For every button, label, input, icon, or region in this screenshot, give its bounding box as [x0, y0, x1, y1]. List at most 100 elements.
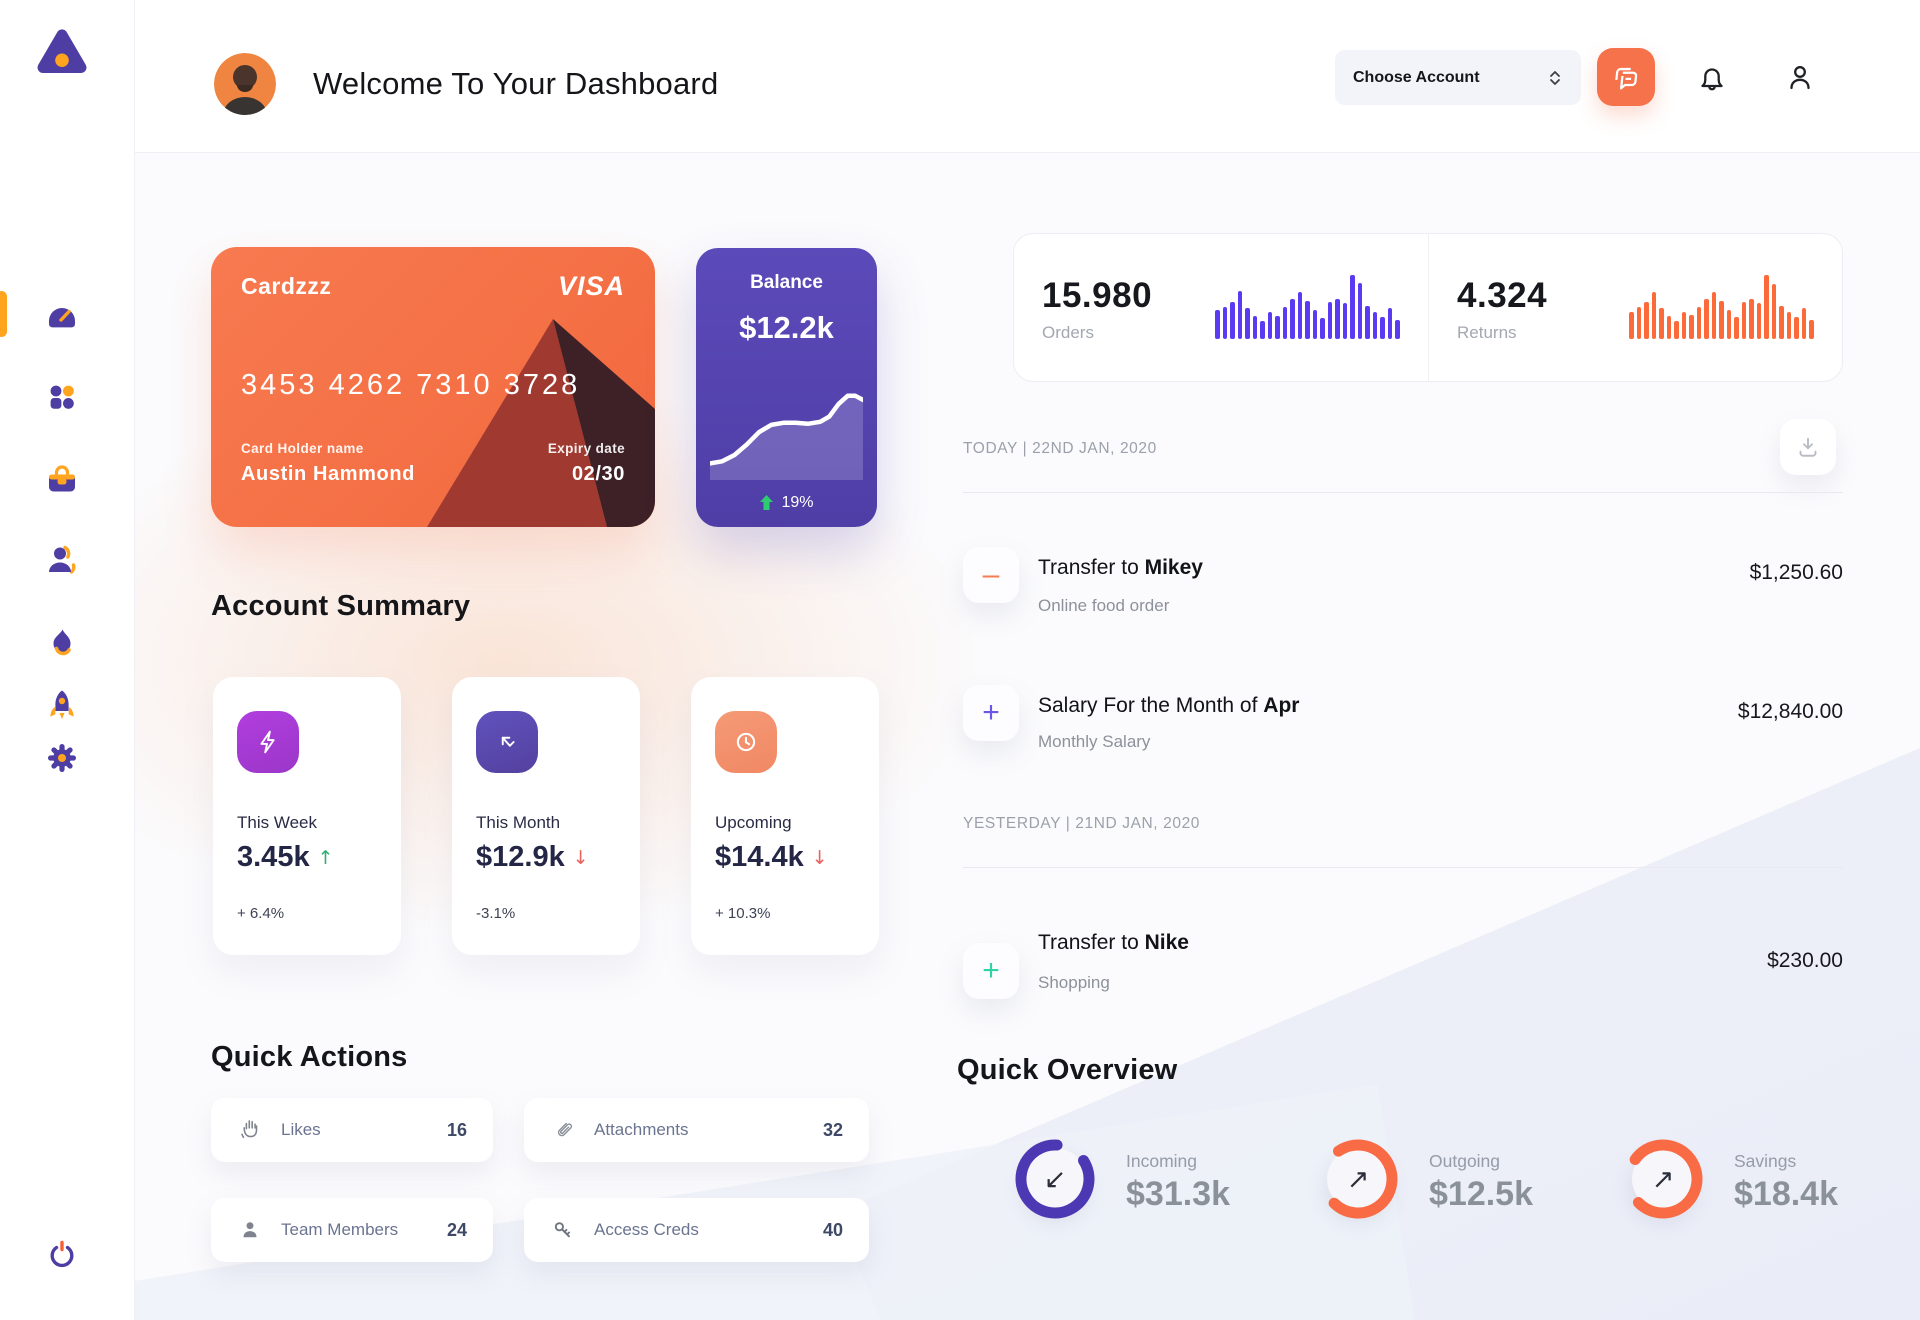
- chat-icon: [1615, 67, 1638, 90]
- lightning-icon: [237, 711, 299, 773]
- quick-action-count: 24: [446, 1219, 467, 1240]
- returns-bar-chart: [1629, 275, 1814, 339]
- returns-value: 4.324: [1457, 276, 1548, 315]
- arrow-down-left-icon: ↙: [1043, 1163, 1067, 1195]
- sidebar-item-activity[interactable]: [44, 625, 80, 661]
- person-icon: [49, 545, 76, 574]
- summary-card-this-week: This Week 3.45k ↑ + 6.4%: [213, 677, 401, 955]
- overview-outgoing: ↗ Outgoing $12.5k: [1316, 1137, 1616, 1257]
- balance-card: Balance $12.2k 19%: [696, 248, 877, 527]
- clock-icon: [715, 711, 777, 773]
- transaction-row-nike[interactable]: + Transfer to Nike Shopping $230.00: [963, 929, 1843, 1029]
- quick-action-count: 40: [822, 1219, 843, 1240]
- transaction-title: Transfer to Mikey: [1038, 556, 1203, 579]
- download-icon: [1799, 437, 1817, 457]
- overview-label: Savings: [1734, 1151, 1797, 1171]
- quick-action-label: Access Creds: [594, 1220, 699, 1239]
- user-avatar[interactable]: [214, 53, 276, 115]
- transaction-subtitle: Monthly Salary: [1038, 732, 1151, 751]
- transaction-title: Transfer to Nike: [1038, 931, 1189, 954]
- quick-action-team-members[interactable]: Team Members 24: [211, 1198, 493, 1262]
- card-expiry-value: 02/30: [571, 463, 625, 485]
- transaction-row-salary[interactable]: + Salary For the Month of Apr Monthly Sa…: [963, 685, 1843, 785]
- sidebar-item-contacts[interactable]: [44, 542, 80, 578]
- gear-icon: [48, 744, 76, 772]
- account-selector[interactable]: Choose Account: [1335, 50, 1581, 105]
- visa-logo: VISA: [557, 271, 625, 301]
- transaction-row-mikey[interactable]: – Transfer to Mikey Online food order $1…: [963, 547, 1843, 647]
- account-summary-title: Account Summary: [211, 590, 471, 622]
- returns-label: Returns: [1457, 323, 1517, 342]
- transactions-date-today: TODAY | 22ND JAN, 2020: [963, 440, 1157, 457]
- quick-actions-title: Quick Actions: [211, 1041, 408, 1073]
- card-number: 3453 4262 7310 3728: [241, 369, 581, 401]
- card-holder-name: Austin Hammond: [241, 463, 415, 485]
- summary-label: Upcoming: [715, 813, 792, 832]
- orders-label: Orders: [1042, 323, 1094, 342]
- transaction-title: Salary For the Month of Apr: [1038, 694, 1300, 717]
- sidebar-item-apps[interactable]: [44, 379, 80, 415]
- power-icon: [50, 1240, 74, 1268]
- hand-icon: [241, 1120, 258, 1139]
- overview-value: $12.5k: [1429, 1175, 1533, 1213]
- rocket-icon: [50, 690, 74, 719]
- messages-button[interactable]: [1597, 48, 1655, 106]
- notifications-button[interactable]: [1694, 60, 1730, 96]
- trend-down-arrow: ↓: [572, 846, 589, 869]
- card-expiry-label: Expiry date: [547, 441, 625, 456]
- transactions-date-yesterday: YESTERDAY | 21ND JAN, 2020: [963, 815, 1201, 832]
- balance-label: Balance: [750, 272, 823, 293]
- quick-action-attachments[interactable]: Attachments 32: [524, 1098, 869, 1162]
- orders-returns-panel: 15.980 Orders 4.324 Returns: [1013, 233, 1843, 382]
- trend-up-arrow: ↑: [317, 846, 334, 869]
- balance-change: 19%: [696, 494, 877, 512]
- quick-action-label: Attachments: [594, 1120, 689, 1139]
- profile-button[interactable]: [1782, 60, 1818, 96]
- header: Welcome To Your Dashboard Choose Account: [135, 0, 1920, 153]
- transaction-subtitle: Online food order: [1038, 596, 1170, 615]
- quick-actions-grid: Likes 16 Attachments 32 Team Members: [211, 1098, 869, 1262]
- returns-stat: 4.324 Returns: [1428, 234, 1842, 381]
- balance-sparkline: [710, 393, 863, 480]
- trend-down-arrow: ↓: [811, 846, 828, 869]
- sidebar-item-dashboard[interactable]: [44, 297, 80, 333]
- app-logo[interactable]: [33, 24, 91, 82]
- incoming-progress-ring: ↙: [1013, 1137, 1097, 1221]
- active-nav-indicator: [0, 291, 7, 337]
- card-triangle-decor: [427, 319, 655, 527]
- trend-arrow-icon: [476, 711, 538, 773]
- balance-sparkline-path: [710, 393, 863, 466]
- card-holder-label: Card Holder name: [241, 441, 364, 456]
- sidebar: [0, 0, 135, 1320]
- overview-value: $18.4k: [1734, 1175, 1838, 1213]
- sidebar-item-settings[interactable]: [44, 740, 80, 776]
- sidebar-item-portfolio[interactable]: [44, 462, 80, 498]
- quick-action-likes[interactable]: Likes 16: [211, 1098, 493, 1162]
- briefcase-icon: [49, 465, 75, 492]
- transaction-subtitle: Shopping: [1038, 973, 1110, 992]
- transaction-amount: $230.00: [1767, 949, 1843, 972]
- speedometer-icon: [49, 308, 75, 328]
- quick-action-access-creds[interactable]: Access Creds 40: [524, 1198, 869, 1262]
- divider: [963, 867, 1843, 868]
- avatar-image: [214, 53, 276, 115]
- quick-action-count: 16: [446, 1119, 467, 1140]
- flame-icon: [53, 629, 71, 656]
- arrow-up-right-icon: ↗: [1651, 1163, 1675, 1195]
- member-icon: [243, 1222, 257, 1238]
- summary-value: 3.45k ↑: [237, 841, 334, 873]
- download-statement-button[interactable]: [1780, 419, 1836, 475]
- sidebar-item-launch[interactable]: [44, 687, 80, 723]
- summary-card-upcoming: Upcoming $14.4k ↓ + 10.3%: [691, 677, 879, 955]
- balance-amount: $12.2k: [739, 310, 834, 345]
- transaction-amount: $1,250.60: [1749, 561, 1843, 584]
- up-arrow-icon: [760, 495, 774, 510]
- logout-button[interactable]: [44, 1237, 80, 1273]
- overview-savings: ↗ Savings $18.4k: [1621, 1137, 1920, 1257]
- quick-overview-title: Quick Overview: [957, 1054, 1178, 1086]
- main-content: Cardzzz VISA 3453 4262 7310 3728 Card Ho…: [135, 153, 1920, 1320]
- orders-stat: 15.980 Orders: [1014, 234, 1428, 381]
- outgoing-progress-ring: ↗: [1316, 1137, 1400, 1221]
- transaction-amount: $12,840.00: [1737, 700, 1843, 723]
